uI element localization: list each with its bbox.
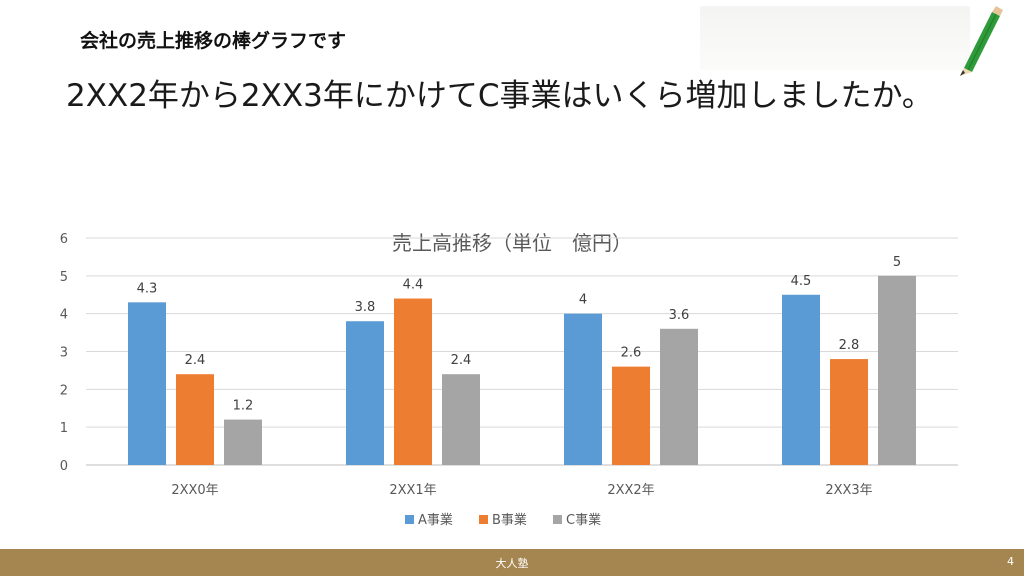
bar-A事業-2XX2年: [564, 313, 602, 465]
bar-B事業-2XX1年: [394, 298, 432, 465]
legend-swatch: [479, 515, 488, 524]
y-tick-label: 2: [60, 383, 68, 398]
bar-B事業-2XX3年: [830, 359, 868, 465]
data-label: 1.2: [233, 399, 254, 414]
x-tick-label: 2XX2年: [607, 483, 654, 498]
data-label: 3.8: [355, 300, 376, 315]
bars: [128, 275, 916, 465]
y-tick-label: 1: [60, 421, 68, 436]
legend: A事業 B事業 C事業: [405, 512, 601, 528]
chart-title: 売上高推移（単位 億円）: [392, 231, 632, 255]
bar-A事業-2XX1年: [346, 321, 384, 465]
footer-brand: 大人塾: [495, 557, 529, 570]
data-label: 2.4: [185, 353, 206, 368]
data-label: 4.4: [403, 278, 424, 293]
data-label: 2.4: [451, 353, 472, 368]
data-label: 4.3: [137, 281, 158, 296]
x-axis-ticks: 2XX0年 2XX1年 2XX2年 2XX3年: [171, 483, 872, 498]
legend-label: B事業: [492, 512, 527, 528]
gridlines: [86, 237, 958, 466]
y-tick-label: 3: [60, 346, 68, 361]
bar-A事業-2XX0年: [128, 302, 166, 465]
y-tick-label: 4: [60, 308, 68, 323]
x-tick-label: 2XX1年: [389, 483, 436, 498]
y-tick-label: 6: [60, 232, 68, 247]
data-label: 4.5: [791, 274, 812, 289]
y-tick-label: 5: [60, 270, 68, 285]
data-labels: 4.3 2.4 1.2 3.8 4.4 2.4 4 2.6 3.6 4.5 2.8 5: [137, 255, 901, 414]
x-tick-label: 2XX0年: [171, 483, 218, 498]
question-text: 2XX2年から2XX3年にかけてC事業はいくら増加しましたか。: [66, 78, 933, 114]
data-label: 2.8: [839, 338, 860, 353]
bar-C事業-2XX3年: [878, 275, 916, 465]
page-number: 4: [1007, 555, 1014, 568]
slide-title: 会社の売上推移の棒グラフです: [80, 30, 347, 52]
data-label: 5: [893, 255, 901, 270]
legend-label: A事業: [418, 512, 453, 528]
x-tick-label: 2XX3年: [825, 483, 872, 498]
bar-C事業-2XX0年: [224, 419, 262, 465]
y-axis-ticks: 0 1 2 3 4 5 6: [60, 232, 68, 474]
legend-label: C事業: [566, 512, 601, 528]
pencil-icon: [960, 6, 1003, 76]
data-label: 2.6: [621, 346, 642, 361]
bar-B事業-2XX0年: [176, 374, 214, 465]
paper-decoration: [700, 6, 970, 70]
legend-swatch: [405, 515, 414, 524]
bar-C事業-2XX2年: [660, 328, 698, 465]
data-label: 3.6: [669, 308, 690, 323]
legend-swatch: [553, 515, 562, 524]
bar-A事業-2XX3年: [782, 294, 820, 465]
bar-C事業-2XX1年: [442, 374, 480, 465]
data-label: 4: [579, 293, 587, 308]
footer-bar: 大人塾 4: [0, 549, 1024, 576]
y-tick-label: 0: [60, 459, 68, 474]
bar-B事業-2XX2年: [612, 366, 650, 465]
